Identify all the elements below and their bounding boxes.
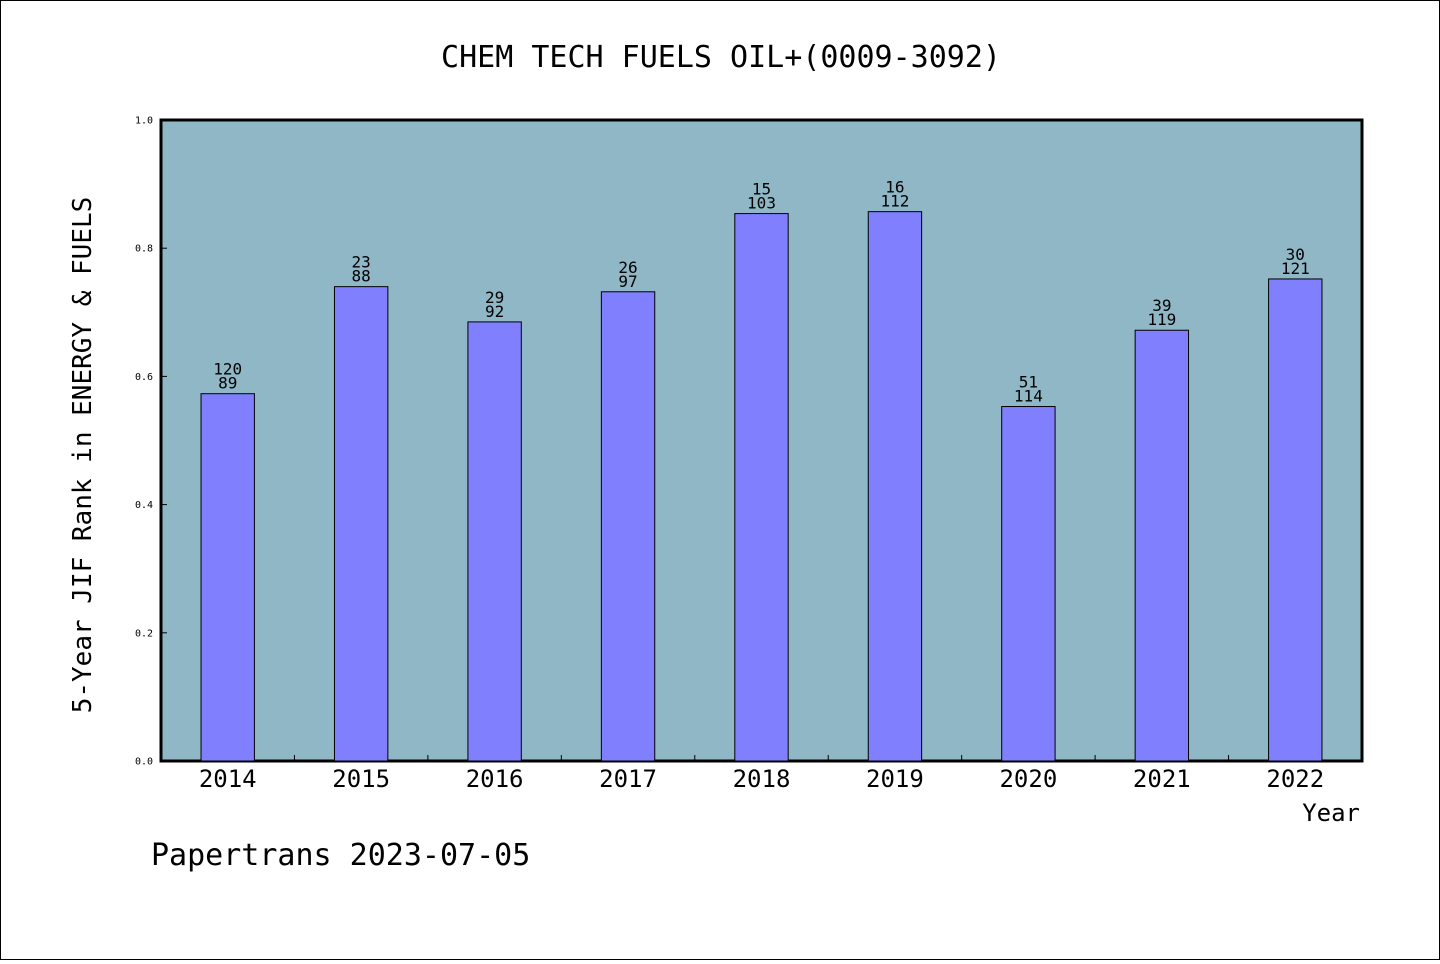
x-axis-label: Year [1302,799,1360,827]
bar-label-top-2022: 30 [1286,245,1305,264]
x-axis-ticks: 2014 2015 2016 2017 2018 2019 2020 2021 2022 [199,755,1324,793]
bar-label-bottom-2022: 121 [1281,259,1310,278]
bar-2020 [1001,406,1056,762]
bar-2014 [200,393,255,762]
bar-label-bottom-2018: 103 [747,194,776,213]
bar-2015 [333,286,389,762]
bar-label-bottom-2015: 88 [352,267,371,286]
bar-label-top-2021: 39 [1152,296,1171,315]
y-tick-label-0.2: 0.2 [135,628,153,639]
x-tick-label-2018: 2018 [733,765,791,793]
bar-label-bottom-2016: 92 [485,302,504,321]
bar-2022 [1268,278,1323,762]
bar-2021 [1134,329,1190,762]
y-tick-label-0.6: 0.6 [135,372,153,383]
bar-2017 [600,291,656,762]
bar-label-bottom-2017: 97 [618,272,637,291]
bar-label-top-2018: 15 [752,180,771,199]
bar-2018 [734,213,789,762]
bar-label-top-2019: 16 [885,178,904,197]
x-tick-label-2021: 2021 [1133,765,1191,793]
bar-label-bottom-2014: 89 [218,374,237,393]
bar-label-bottom-2019: 112 [880,192,909,211]
bar-label-top-2020: 51 [1019,373,1038,392]
y-tick-label-0.4: 0.4 [135,500,153,511]
bar-label-top-2016: 29 [485,288,504,307]
y-axis-label: 5-Year JIF Rank in ENERGY & FUELS [68,197,98,714]
x-tick-label-2017: 2017 [599,765,657,793]
bar-2016 [467,321,522,762]
x-tick-label-2015: 2015 [332,765,390,793]
footer-credit: Papertrans 2023-07-05 [151,838,530,873]
bar-label-top-2014: 120 [213,360,242,379]
x-tick-label-2020: 2020 [999,765,1057,793]
y-tick-label-1.0: 1.0 [135,116,153,127]
chart-title: CHEM TECH FUELS OIL+(0009-3092) [441,40,1001,75]
y-axis-ticks: 0.0 0.2 0.4 0.6 0.8 1.0 [135,116,167,768]
y-tick-label-0.0: 0.0 [135,757,153,768]
bar-label-bottom-2021: 119 [1147,310,1176,329]
bar-label-bottom-2020: 114 [1014,387,1043,406]
bar-label-top-2015: 23 [352,253,371,272]
x-tick-label-2014: 2014 [199,765,257,793]
bar-2019 [867,211,923,762]
x-tick-label-2016: 2016 [466,765,524,793]
x-tick-label-2022: 2022 [1266,765,1324,793]
y-tick-label-0.8: 0.8 [135,244,153,255]
x-tick-label-2019: 2019 [866,765,924,793]
bar-label-top-2017: 26 [618,258,637,277]
